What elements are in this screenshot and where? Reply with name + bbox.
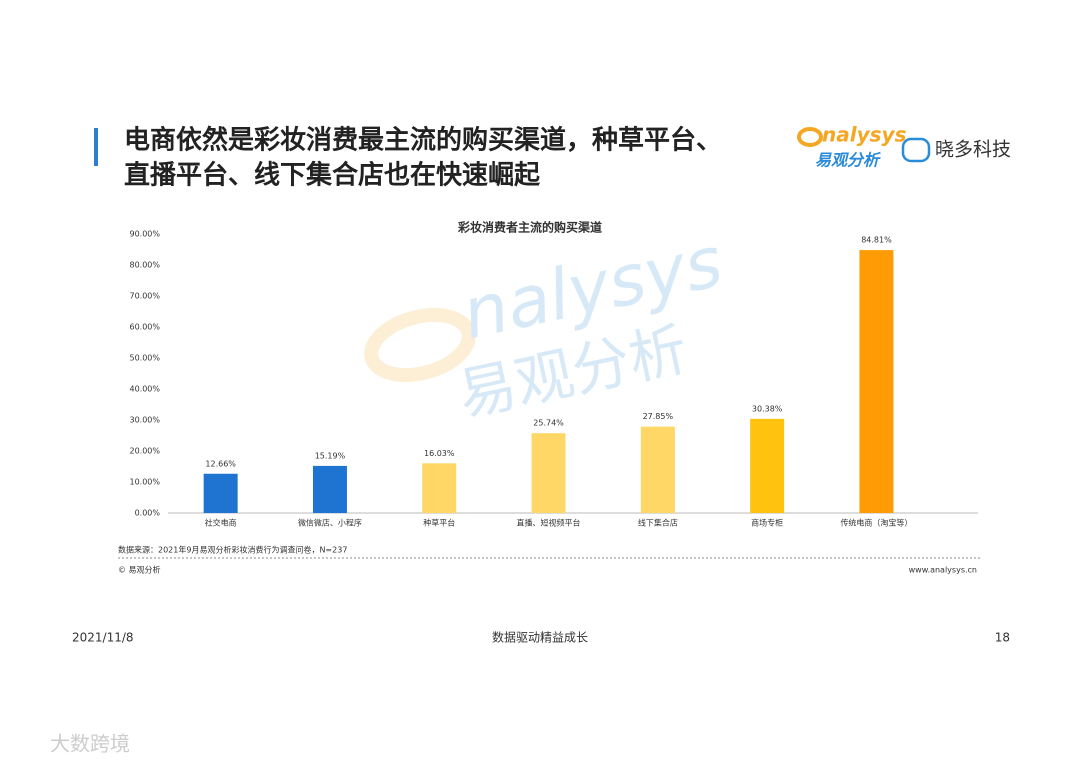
- source-note: 数据来源：2021年9月易观分析彩妆消费行为调查问卷，N=237: [118, 545, 347, 555]
- y-tick-label: 40.00%: [129, 385, 160, 394]
- corner-watermark: 大数跨境: [50, 732, 130, 756]
- bar: [531, 433, 566, 513]
- value-label: 25.74%: [533, 419, 564, 428]
- y-tick-label: 0.00%: [135, 509, 161, 518]
- x-tick-label: 社交电商: [205, 518, 237, 528]
- y-tick-label: 70.00%: [129, 292, 160, 301]
- x-tick-label: 商场专柜: [751, 518, 783, 528]
- value-label: 30.38%: [752, 404, 783, 413]
- logo-brand-cn: 易观分析: [815, 151, 881, 170]
- page-number: 18: [995, 631, 1010, 645]
- x-tick-label: 传统电商（淘宝等）: [840, 518, 912, 528]
- y-tick-label: 10.00%: [129, 478, 160, 487]
- footer-slogan: 数据驱动精益成长: [492, 630, 588, 645]
- y-tick-label: 50.00%: [129, 354, 160, 363]
- bar: [750, 418, 785, 513]
- value-label: 15.19%: [315, 451, 346, 460]
- copyright: © 易观分析: [118, 565, 161, 575]
- x-tick-label: 种草平台: [423, 518, 455, 528]
- y-tick-label: 20.00%: [129, 447, 160, 456]
- y-tick-label: 30.00%: [129, 416, 160, 425]
- chart-title: 彩妆消费者主流的购买渠道: [457, 220, 602, 235]
- footer-date: 2021/11/8: [72, 631, 134, 645]
- x-tick-label: 微信微店、小程序: [298, 518, 362, 528]
- bar: [312, 465, 347, 513]
- bar: [640, 426, 675, 513]
- logo-brand: nalysys: [822, 123, 907, 147]
- plot: 0.00% 10.00% 20.00% 30.00% 40.00% 50.00% 60.00…: [129, 230, 912, 528]
- y-tick-label: 60.00%: [129, 323, 160, 332]
- bar: [203, 473, 238, 513]
- partner-name: 晓多科技: [935, 139, 1011, 161]
- website: www.analysys.cn: [909, 566, 977, 575]
- value-label: 12.66%: [205, 459, 236, 468]
- value-label: 84.81%: [861, 236, 892, 245]
- title-marker: [94, 128, 98, 166]
- y-tick-label: 80.00%: [129, 261, 160, 270]
- slide-title: 直播平台、线下集合店也在快速崛起: [124, 160, 541, 191]
- x-tick-label: 线下集合店: [638, 518, 678, 528]
- watermark-mark: [364, 308, 476, 382]
- logo-mark: [797, 127, 823, 147]
- partner-icon: [901, 137, 931, 163]
- bar: [859, 250, 894, 514]
- value-label: 27.85%: [643, 412, 674, 421]
- value-label: 16.03%: [424, 449, 455, 458]
- slide-title: 电商依然是彩妆消费最主流的购买渠道，种草平台、: [124, 125, 722, 156]
- x-tick-label: 直播、短视频平台: [517, 518, 581, 528]
- y-tick-label: 90.00%: [129, 230, 160, 239]
- bar: [422, 463, 457, 513]
